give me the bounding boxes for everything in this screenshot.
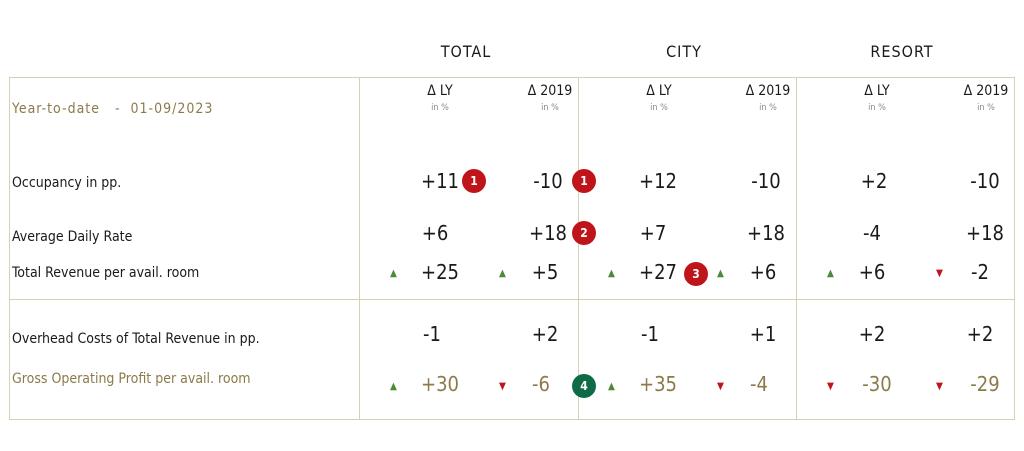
value-cell: -10	[970, 169, 1000, 193]
value-cell: +18	[966, 221, 1004, 245]
value-cell: -4	[750, 372, 768, 396]
trend-down-icon: ▼	[499, 381, 506, 392]
trend-down-icon: ▼	[717, 381, 724, 392]
value-cell: +6	[858, 260, 886, 284]
value-cell: -2	[971, 260, 989, 284]
value-cell: +6	[749, 260, 777, 284]
value-cell: +18	[529, 221, 567, 245]
value-cell: +27	[639, 260, 677, 284]
table-frame	[9, 77, 1015, 420]
footnote-badge[interactable]: 4	[572, 374, 596, 398]
trend-down-icon: ▼	[936, 268, 943, 279]
trend-down-icon: ▼	[827, 381, 834, 392]
group-header-resort: RESORT	[870, 42, 934, 61]
value-cell: -1	[641, 322, 659, 346]
footnote-badge[interactable]: 3	[684, 262, 708, 286]
trend-down-icon: ▼	[936, 381, 943, 392]
value-cell: +2	[531, 322, 559, 346]
footnote-badge[interactable]: 1	[572, 169, 596, 193]
trend-up-icon: ▲	[499, 268, 506, 279]
value-cell: -29	[970, 372, 1000, 396]
value-cell: -10	[533, 169, 563, 193]
value-cell: +2	[860, 169, 888, 193]
trend-up-icon: ▲	[827, 268, 834, 279]
value-cell: -6	[532, 372, 550, 396]
value-cell: +1	[749, 322, 777, 346]
col-header-city-2019: Δ 2019 in %	[745, 83, 791, 113]
value-cell: +35	[639, 372, 677, 396]
divider	[796, 77, 797, 420]
trend-up-icon: ▲	[717, 268, 724, 279]
col-header-city-ly: Δ LY in %	[646, 83, 672, 113]
value-cell: -1	[423, 322, 441, 346]
col-header-total-2019: Δ 2019 in %	[527, 83, 573, 113]
footnote-badge[interactable]: 1	[462, 169, 486, 193]
row-label-overhead: Overhead Costs of Total Revenue in pp.	[12, 331, 260, 347]
divider	[578, 77, 579, 420]
row-label-revpar: Total Revenue per avail. room	[12, 265, 200, 281]
group-header-total: TOTAL	[440, 42, 492, 61]
value-cell: -10	[751, 169, 781, 193]
value-cell: +5	[531, 260, 559, 284]
trend-up-icon: ▲	[608, 381, 615, 392]
divider	[9, 299, 1015, 300]
value-cell: +12	[639, 169, 677, 193]
trend-up-icon: ▲	[390, 381, 397, 392]
period-label: Year-to-date - 01-09/2023	[12, 101, 214, 117]
value-cell: +2	[858, 322, 886, 346]
col-header-resort-ly: Δ LY in %	[864, 83, 890, 113]
value-cell: -4	[863, 221, 881, 245]
divider	[359, 77, 360, 420]
value-cell: +7	[639, 221, 667, 245]
trend-up-icon: ▲	[608, 268, 615, 279]
value-cell: +6	[421, 221, 449, 245]
value-cell: +18	[747, 221, 785, 245]
group-header-city: CITY	[666, 42, 702, 61]
col-header-resort-2019: Δ 2019 in %	[963, 83, 1009, 113]
value-cell: +2	[966, 322, 994, 346]
footnote-badge[interactable]: 2	[572, 221, 596, 245]
value-cell: +30	[421, 372, 459, 396]
value-cell: -30	[862, 372, 892, 396]
value-cell: +25	[421, 260, 459, 284]
col-header-total-ly: Δ LY in %	[427, 83, 453, 113]
value-cell: +11	[421, 169, 459, 193]
row-label-occupancy: Occupancy in pp.	[12, 175, 122, 191]
trend-up-icon: ▲	[390, 268, 397, 279]
row-label-adr: Average Daily Rate	[12, 229, 133, 245]
row-label-gop: Gross Operating Profit per avail. room	[12, 371, 251, 387]
